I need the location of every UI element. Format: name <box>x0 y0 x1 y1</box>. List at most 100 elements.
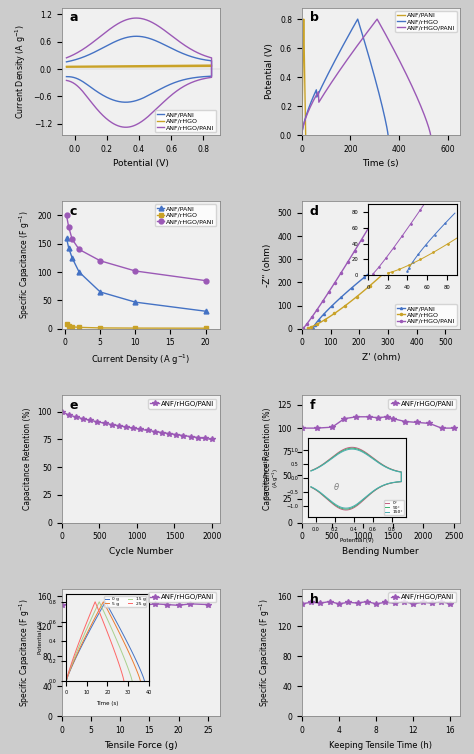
Text: g: g <box>70 593 78 605</box>
Line: ANF/rHGO/PANI: ANF/rHGO/PANI <box>59 409 215 442</box>
ANF/rHGO/PANI <box>311 309 317 318</box>
ANF/rHGO/PANI <box>427 419 432 428</box>
ANF/rHGO/PANI <box>447 599 453 608</box>
ANF/PANI <box>397 245 402 254</box>
ANF/rHGO <box>133 323 138 333</box>
Text: d: d <box>310 205 319 218</box>
ANF/rHGO/PANI <box>80 414 86 423</box>
ANF/rHGO/PANI <box>327 597 332 606</box>
ANF/rHGO/PANI <box>188 432 193 441</box>
ANF/rHGO/PANI <box>94 599 100 608</box>
ANF/rHGO/PANI <box>346 598 351 607</box>
Legend: ANF/rHGO/PANI: ANF/rHGO/PANI <box>389 399 456 409</box>
Text: c: c <box>70 205 77 218</box>
Legend: ANF/rHGO/PANI: ANF/rHGO/PANI <box>148 593 216 602</box>
ANF/PANI <box>66 244 72 253</box>
ANF/rHGO <box>69 322 75 331</box>
ANF/rHGO/PANI <box>366 412 372 421</box>
ANF/rHGO/PANI <box>392 599 398 608</box>
Line: ANF/rHGO: ANF/rHGO <box>64 322 208 331</box>
Text: e: e <box>70 399 78 412</box>
ANF/rHGO/PANI <box>410 599 416 608</box>
ANF/rHGO <box>203 323 209 333</box>
ANF/rHGO <box>97 323 103 333</box>
ANF/rHGO/PANI <box>129 600 135 609</box>
Y-axis label: Capacitance Retention (%): Capacitance Retention (%) <box>263 408 272 510</box>
Y-axis label: -Z" (ohm): -Z" (ohm) <box>263 244 272 287</box>
Legend: ANF/PANI, ANF/rHGO, ANF/rHGO/PANI: ANF/PANI, ANF/rHGO, ANF/rHGO/PANI <box>155 204 217 226</box>
Legend: ANF/PANI, ANF/rHGO, ANF/rHGO/PANI: ANF/PANI, ANF/rHGO, ANF/rHGO/PANI <box>395 304 456 326</box>
ANF/rHGO/PANI <box>152 427 158 436</box>
ANF/PANI <box>69 253 75 262</box>
ANF/rHGO <box>305 323 310 333</box>
ANF/rHGO/PANI <box>133 266 138 275</box>
ANF/rHGO/PANI <box>372 213 378 222</box>
ANF/rHGO/PANI <box>109 420 115 429</box>
ANF/PANI <box>76 268 82 277</box>
Y-axis label: Capacitance Retention (%): Capacitance Retention (%) <box>23 408 32 510</box>
ANF/rHGO/PANI <box>420 598 426 607</box>
ANF/rHGO/PANI <box>414 418 420 427</box>
ANF/rHGO <box>362 286 367 295</box>
ANF/rHGO/PANI <box>141 601 146 610</box>
ANF/rHGO/PANI <box>439 424 445 433</box>
Line: ANF/rHGO/PANI: ANF/rHGO/PANI <box>299 599 453 607</box>
Text: h: h <box>310 593 319 605</box>
ANF/rHGO/PANI <box>369 217 375 226</box>
ANF/rHGO/PANI <box>451 424 456 433</box>
ANF/rHGO/PANI <box>76 245 82 254</box>
Y-axis label: Specific Capacitance (F g$^{-1}$): Specific Capacitance (F g$^{-1}$) <box>257 598 272 707</box>
ANF/rHGO/PANI <box>429 599 435 608</box>
ANF/rHGO/PANI <box>315 304 321 313</box>
Line: ANF/rHGO/PANI: ANF/rHGO/PANI <box>64 213 208 283</box>
ANF/rHGO/PANI <box>364 597 370 606</box>
ANF/rHGO <box>443 207 448 216</box>
X-axis label: Potential (V): Potential (V) <box>113 159 169 168</box>
ANF/rHGO/PANI <box>123 422 129 431</box>
ANF/rHGO/PANI <box>73 412 79 421</box>
Y-axis label: Potential (V): Potential (V) <box>265 43 274 100</box>
Legend: ANF/rHGO/PANI: ANF/rHGO/PANI <box>148 399 216 409</box>
ANF/rHGO/PANI <box>159 428 165 437</box>
ANF/rHGO/PANI <box>71 599 76 608</box>
ANF/rHGO/PANI <box>336 599 342 608</box>
Y-axis label: Specific Capacitance (F g$^{-1}$): Specific Capacitance (F g$^{-1}$) <box>18 598 32 707</box>
ANF/rHGO/PANI <box>137 425 143 434</box>
X-axis label: Z' (ohm): Z' (ohm) <box>362 353 400 362</box>
ANF/rHGO/PANI <box>299 424 305 433</box>
ANF/rHGO/PANI <box>355 242 360 251</box>
ANF/PANI <box>310 323 316 333</box>
ANF/rHGO/PANI <box>87 416 93 425</box>
Y-axis label: Current Density (A g$^{-1}$): Current Density (A g$^{-1}$) <box>13 23 28 119</box>
ANF/rHGO/PANI <box>59 601 64 610</box>
ANF/PANI <box>319 312 324 321</box>
ANF/rHGO/PANI <box>205 600 211 609</box>
Line: ANF/rHGO/PANI: ANF/rHGO/PANI <box>302 216 376 329</box>
ANF/rHGO/PANI <box>173 430 179 439</box>
ANF/rHGO/PANI <box>384 412 390 421</box>
X-axis label: Bending Number: Bending Number <box>343 547 419 556</box>
ANF/rHGO/PANI <box>336 272 341 281</box>
ANF/rHGO/PANI <box>203 276 209 285</box>
Text: f: f <box>310 399 315 412</box>
Legend: ANF/PANI, ANF/rHGO, ANF/rHGO/PANI: ANF/PANI, ANF/rHGO, ANF/rHGO/PANI <box>395 11 456 32</box>
ANF/rHGO/PANI <box>66 222 72 231</box>
ANF/rHGO/PANI <box>97 256 103 265</box>
ANF/rHGO/PANI <box>341 414 347 423</box>
ANF/rHGO/PANI <box>202 434 208 443</box>
ANF/rHGO/PANI <box>329 423 335 432</box>
ANF/rHGO/PANI <box>438 597 444 606</box>
ANF/PANI <box>203 307 209 316</box>
ANF/rHGO/PANI <box>69 234 75 244</box>
ANF/rHGO <box>64 320 69 329</box>
X-axis label: Time (s): Time (s) <box>363 159 399 168</box>
X-axis label: Current Density (A g$^{-1}$): Current Density (A g$^{-1}$) <box>91 353 191 367</box>
ANF/PANI <box>435 217 440 226</box>
ANF/rHGO <box>76 323 82 332</box>
ANF/rHGO/PANI <box>117 599 123 608</box>
ANF/rHGO/PANI <box>82 600 88 609</box>
ANF/rHGO/PANI <box>209 435 215 444</box>
ANF/rHGO/PANI <box>346 256 352 265</box>
ANF/rHGO/PANI <box>66 410 72 419</box>
ANF/rHGO/PANI <box>354 412 359 421</box>
